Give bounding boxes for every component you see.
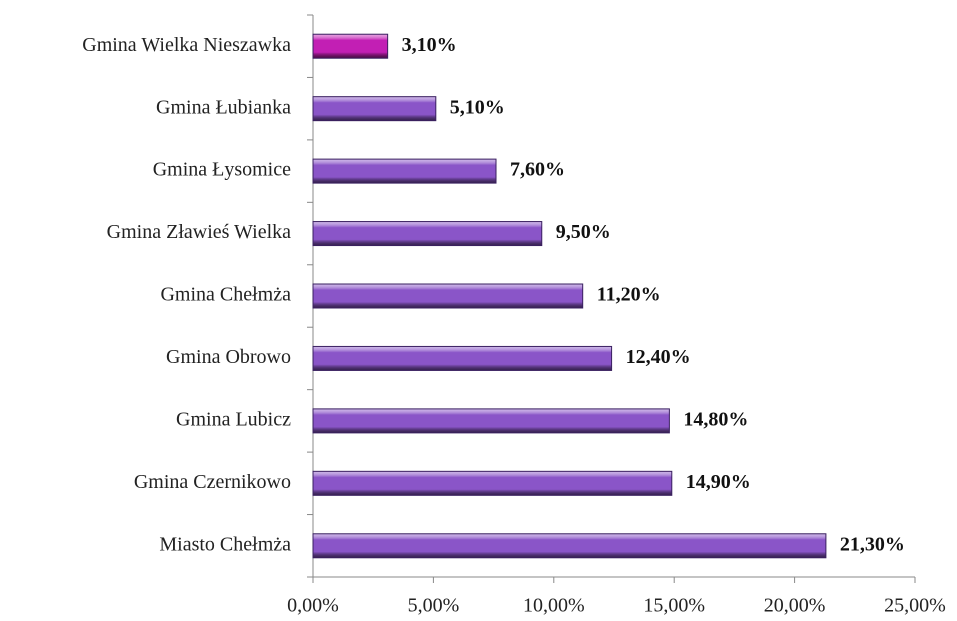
category-label: Gmina Chełmża xyxy=(160,284,291,306)
bar xyxy=(312,533,827,559)
bar xyxy=(312,96,437,122)
x-tick-label: 0,00% xyxy=(287,595,339,617)
bar xyxy=(312,345,613,371)
bar xyxy=(312,470,673,496)
x-tick-label: 20,00% xyxy=(764,595,826,617)
value-label: 5,10% xyxy=(450,96,505,118)
bar xyxy=(312,408,670,434)
category-label: Gmina Lubicz xyxy=(176,408,291,430)
value-label: 21,30% xyxy=(840,533,905,555)
value-label: 7,60% xyxy=(510,159,565,181)
value-label: 3,10% xyxy=(402,34,457,56)
value-label: 14,90% xyxy=(686,471,751,493)
value-label: 11,20% xyxy=(597,284,661,306)
category-label: Gmina Czernikowo xyxy=(134,471,291,493)
category-label: Gmina Wielka Nieszawka xyxy=(82,34,291,56)
value-label: 12,40% xyxy=(626,346,691,368)
category-label: Gmina Łubianka xyxy=(156,96,291,118)
bar xyxy=(312,33,389,59)
bar xyxy=(312,283,584,309)
category-label: Gmina Zławieś Wielka xyxy=(107,221,291,243)
x-tick-label: 5,00% xyxy=(408,595,460,617)
category-label: Miasto Chełmża xyxy=(159,533,291,555)
category-label: Gmina Obrowo xyxy=(166,346,291,368)
value-label: 9,50% xyxy=(556,221,611,243)
x-tick-label: 25,00% xyxy=(884,595,946,617)
value-label: 14,80% xyxy=(683,408,748,430)
category-label: Gmina Łysomice xyxy=(153,159,291,181)
x-tick-label: 15,00% xyxy=(643,595,705,617)
x-tick-label: 10,00% xyxy=(523,595,585,617)
bar xyxy=(312,158,497,184)
bar xyxy=(312,221,543,247)
